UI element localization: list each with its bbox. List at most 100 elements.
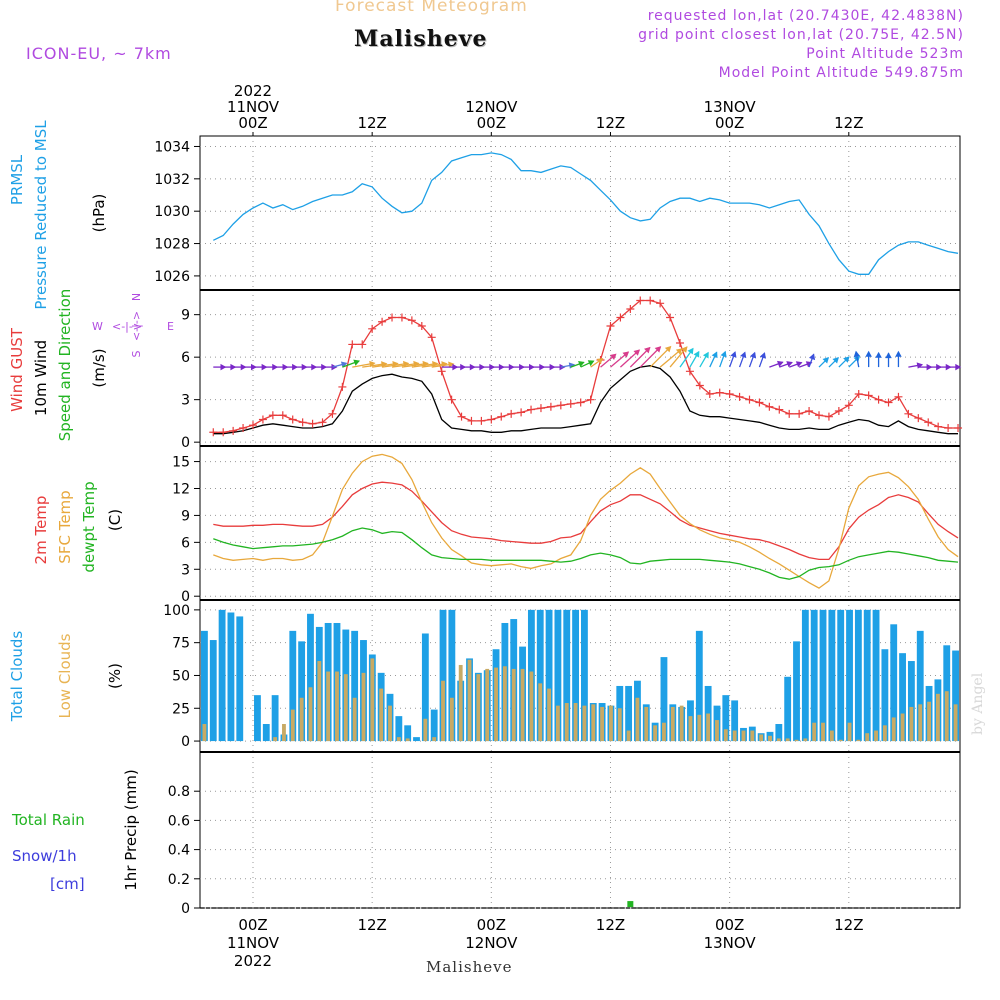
pressure-unit-label: (hPa) [90,194,108,233]
wind-gust-series-line-marker [775,405,784,414]
compass-n: N [130,293,143,301]
wind-gust-series-line-marker [447,395,456,404]
wind-direction-arrowhead [749,351,757,359]
low-cloud-bar [856,739,861,742]
temp-2m-label: 2m Temp [32,496,50,565]
y-tick-label: 12 [172,481,190,497]
wind-direction-arrowhead [822,357,830,364]
total-cloud-bar [209,640,217,742]
wind-gust-series-line-marker [765,402,774,411]
wind-direction-arrowhead [711,351,718,359]
panel-frame-clouds [199,599,961,753]
wind-direction-arrowhead [609,353,617,360]
low-cloud-bar [529,671,534,742]
wind-gust-series-line-marker [407,316,416,325]
wind-gust-series-line-marker [507,409,516,418]
wind-gust-series-line-marker [914,414,923,423]
snow-unit-label: [cm] [50,875,85,893]
wind-gust-series-line-marker [646,296,655,305]
wind-gust-series-line-marker [378,317,387,326]
wind-direction-arrowhead [687,347,694,355]
pressure-label-desc: Pressure Reduced to MSL [32,120,50,310]
wind-gust-series-line-marker [894,392,903,401]
wind-gust-series-line-marker [397,313,406,322]
wind-gust-series-line-marker [487,415,496,424]
total-cloud-bar [854,609,862,742]
compass-w: W [92,320,103,333]
low-cloud-bar [361,672,366,742]
time-label-bottom: 12Z [596,916,625,934]
temp-sfc-series-line [213,453,959,589]
low-cloud-bar [874,730,878,742]
time-label-bottom: 00Z [238,916,267,934]
clouds-unit-label: (%) [106,663,124,689]
y-tick-label: 1030 [154,204,190,220]
time-label-top: 12NOV [465,98,518,116]
total-cloud-bar [236,616,244,742]
wind-gust-series-line-marker [874,395,883,404]
time-label-bottom: 13NOV [704,934,757,952]
total-cloud-bar [262,724,270,742]
panel-frame-temperature [199,445,961,601]
low-cloud-bar [865,733,870,742]
wind-gust-series-line-marker [675,339,684,347]
wind-direction-arrowhead [786,361,793,368]
wind-direction-arrowhead [230,363,237,371]
total-cloud-bar [254,695,261,742]
time-label-bottom: 12Z [834,916,863,934]
total-cloud-bar [448,609,456,742]
low-cloud-bar [918,704,923,742]
y-tick-label: 3 [181,393,190,409]
time-label-top: 12Z [357,114,386,132]
wind-gust-series-line-marker [745,395,754,404]
low-cloud-bar [688,716,693,742]
total-cloud-bar [775,724,783,742]
low-cloud-bar [449,697,454,742]
wind-gust-series-line-marker [656,299,665,308]
wind-gust-series-line-marker [318,418,327,427]
low-cloud-bar [494,667,498,742]
total-cloud-bar [731,700,739,742]
low-cloud-bar [564,703,569,742]
wind-gust-series-line-marker [815,411,824,420]
wind-unit-label: (m/s) [90,348,108,387]
total-cloud-bar [536,609,544,742]
low-cloud-bar [290,709,295,742]
point-altitude: Point Altitude 523m [806,46,964,62]
wind-direction-arrowhead [578,360,585,368]
wind-10m-label: 10m Wind [32,340,50,416]
total-cloud-bar [837,609,845,742]
low-cloud-bar [741,730,746,742]
low-cloud-bar [273,737,278,742]
time-label-bottom: 11NOV [227,934,280,952]
wind-gust-series-line-marker [666,313,675,322]
low-cloud-bar [326,671,331,742]
low-cloud-bar [626,730,631,742]
wind-gust-label: Wind GUST [8,327,26,412]
wind-gust-series-line-marker [308,419,317,428]
low-cloud-bar [838,739,843,742]
temp-dewpoint-series-line [213,527,959,580]
low-cloud-bar [653,725,658,742]
low-cloud-bar [600,706,605,742]
wind-gust-series-line-marker [417,322,426,330]
wind-direction-arrowhead [875,351,882,358]
wind-gust-series-line-marker [368,324,377,333]
total-cloud-bar [952,650,959,742]
wind-direction-arrowhead [955,363,962,371]
total-cloud-bar [846,609,853,742]
wind-gust-series-line-marker [219,428,228,437]
wind-gust-series-line-marker [298,418,307,427]
wind-gust-series-line-marker [954,424,963,432]
snow-legend-label: Snow/1h [12,847,77,865]
wind-gust-series-line-marker [785,409,794,418]
time-label-top: 2022 [234,82,272,100]
y-tick-label: 0 [181,435,190,451]
time-label-top: 12Z [834,114,863,132]
y-tick-label: 9 [181,508,190,524]
pressure-label-prmsl: PRMSL [8,154,26,205]
wind-gust-series-line-marker [239,424,248,432]
low-cloud-bar [909,706,914,742]
compass-arrows-h: <-|-> [112,320,142,333]
requested-coords: requested lon,lat (20.7430E, 42.4838N) [647,8,964,24]
